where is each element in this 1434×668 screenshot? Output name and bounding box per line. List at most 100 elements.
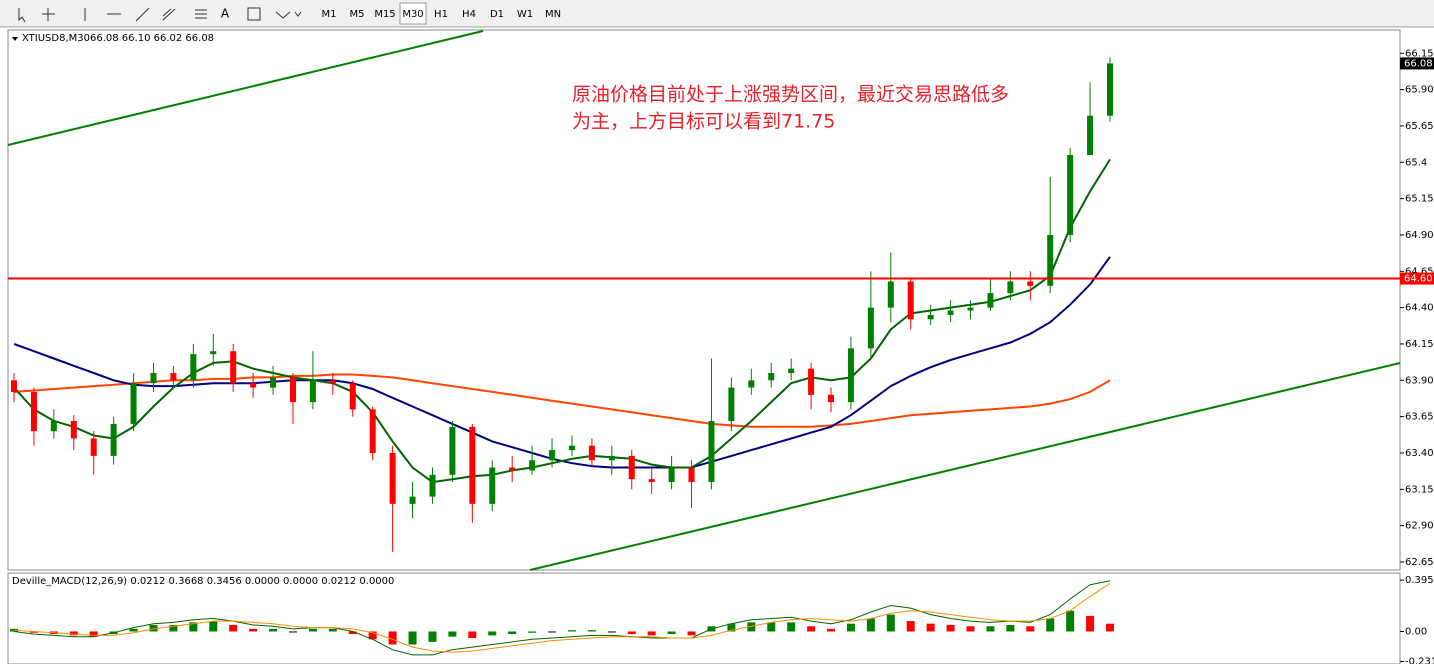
y-tick-label: 65.90 — [1405, 85, 1434, 96]
cursor-icon[interactable] — [18, 8, 26, 23]
candle-body — [748, 380, 755, 388]
histogram-bar — [1066, 610, 1075, 632]
timeframe-button[interactable]: H4 — [462, 9, 476, 20]
histogram-bar — [747, 622, 756, 632]
candle-body — [648, 479, 655, 483]
histogram-bar — [607, 631, 616, 633]
y-tick-label: 63.90 — [1405, 375, 1434, 386]
moving-average — [13, 373, 1111, 428]
y-tick-label: 65.15 — [1405, 194, 1434, 205]
histogram-bar — [627, 631, 636, 635]
candle-body — [529, 460, 536, 471]
histogram-bar — [488, 631, 497, 636]
candle-body — [349, 383, 356, 410]
candle-body — [250, 383, 257, 388]
candle-body — [1087, 115, 1094, 156]
channel-icon[interactable] — [162, 8, 176, 21]
candle-body — [1047, 234, 1054, 286]
histogram-bar — [129, 628, 138, 632]
histogram-bar — [886, 614, 895, 632]
y-tick-label: 0.00 — [1405, 626, 1427, 637]
y-tick-label: 64.90 — [1405, 230, 1434, 241]
histogram-bar — [249, 628, 258, 632]
candle-body — [210, 351, 217, 355]
candle-body — [768, 373, 775, 381]
histogram-bar — [149, 624, 158, 632]
histogram-bar — [528, 631, 537, 633]
timeframe-button[interactable]: M15 — [374, 9, 395, 20]
timeframe-button[interactable]: M1 — [322, 9, 337, 20]
tool-icons[interactable] — [18, 7, 302, 23]
candle-body — [708, 421, 715, 483]
level-box — [1400, 272, 1434, 285]
histogram-bar — [667, 631, 676, 635]
histogram-bar — [308, 628, 317, 632]
candle-body — [668, 467, 675, 483]
macd-line — [13, 580, 1111, 656]
level-label: 64.60 — [1404, 274, 1433, 285]
timeframe-button[interactable]: MN — [545, 9, 561, 20]
histogram-bar — [1086, 615, 1095, 632]
crosshair-icon[interactable] — [42, 8, 55, 21]
histogram-bar — [548, 631, 557, 633]
histogram-bar — [89, 631, 98, 637]
shapes-icon[interactable] — [275, 11, 302, 19]
histogram-bar — [567, 630, 576, 632]
histogram-bar — [926, 623, 935, 632]
timeframe-button[interactable]: H1 — [434, 9, 448, 20]
timeframe-button[interactable]: D1 — [490, 9, 504, 20]
candle-body — [828, 394, 835, 403]
y-tick-label: 65.4 — [1405, 157, 1427, 168]
candle-body — [90, 438, 97, 456]
current-price-box — [1400, 57, 1434, 70]
toolbar — [0, 0, 1434, 27]
candle-body — [847, 348, 854, 403]
candle-body — [788, 368, 795, 374]
fibo-icon[interactable] — [195, 9, 207, 19]
y-tick-label: 0.3953 — [1405, 575, 1434, 586]
collapse-arrow[interactable] — [12, 37, 18, 41]
candle-body — [608, 455, 615, 461]
candle-body — [1107, 63, 1113, 116]
histogram-bar — [846, 623, 855, 632]
label-icon[interactable] — [247, 7, 261, 21]
candle-body — [967, 307, 974, 311]
candle-body — [11, 380, 17, 392]
y-tick-label: 64.15 — [1405, 339, 1434, 350]
price-panel — [7, 29, 1401, 571]
histogram-bar — [29, 631, 38, 633]
annotation: 原油价格目前处于上涨强势区间，最近交易思路低多 — [572, 84, 1009, 106]
trendline-icon[interactable] — [135, 7, 150, 22]
y-tick-label: 63.40 — [1405, 448, 1434, 459]
candle-body — [688, 467, 695, 483]
y-tick-label: 63.65 — [1405, 412, 1434, 423]
histogram-bar — [229, 624, 238, 632]
candle-body — [230, 351, 237, 384]
y-tick-label: 63.15 — [1405, 484, 1434, 495]
y-tick-label: 66.15 — [1405, 48, 1434, 59]
histogram-bar — [946, 624, 955, 632]
candle-body — [489, 467, 496, 504]
histogram-bar — [866, 618, 875, 632]
y-tick-label: 64.65 — [1405, 266, 1434, 277]
macd-line — [13, 582, 1111, 653]
moving-average — [13, 158, 1111, 484]
candle-body — [190, 354, 197, 381]
y-tick-label: -0.2316 — [1405, 657, 1434, 664]
ohlc: 66.08 66.10 66.02 66.08 — [90, 33, 214, 44]
candle-body — [329, 380, 336, 384]
histogram-bar — [328, 628, 337, 632]
timeframe-button[interactable]: M5 — [350, 9, 365, 20]
histogram-bar — [687, 631, 696, 636]
histogram-bar — [906, 621, 915, 632]
candle-body — [469, 426, 476, 504]
timeframe-button[interactable]: W1 — [517, 9, 533, 20]
candle-body — [907, 281, 914, 320]
current-price-label: 66.08 — [1404, 58, 1433, 69]
timeframe-button[interactable]: M30 — [402, 9, 423, 20]
candle-body — [728, 387, 735, 422]
candle-body — [867, 307, 874, 349]
histogram-bar — [986, 626, 995, 632]
text-tool[interactable]: A — [221, 7, 230, 21]
y-tick-label: 62.65 — [1405, 557, 1434, 568]
